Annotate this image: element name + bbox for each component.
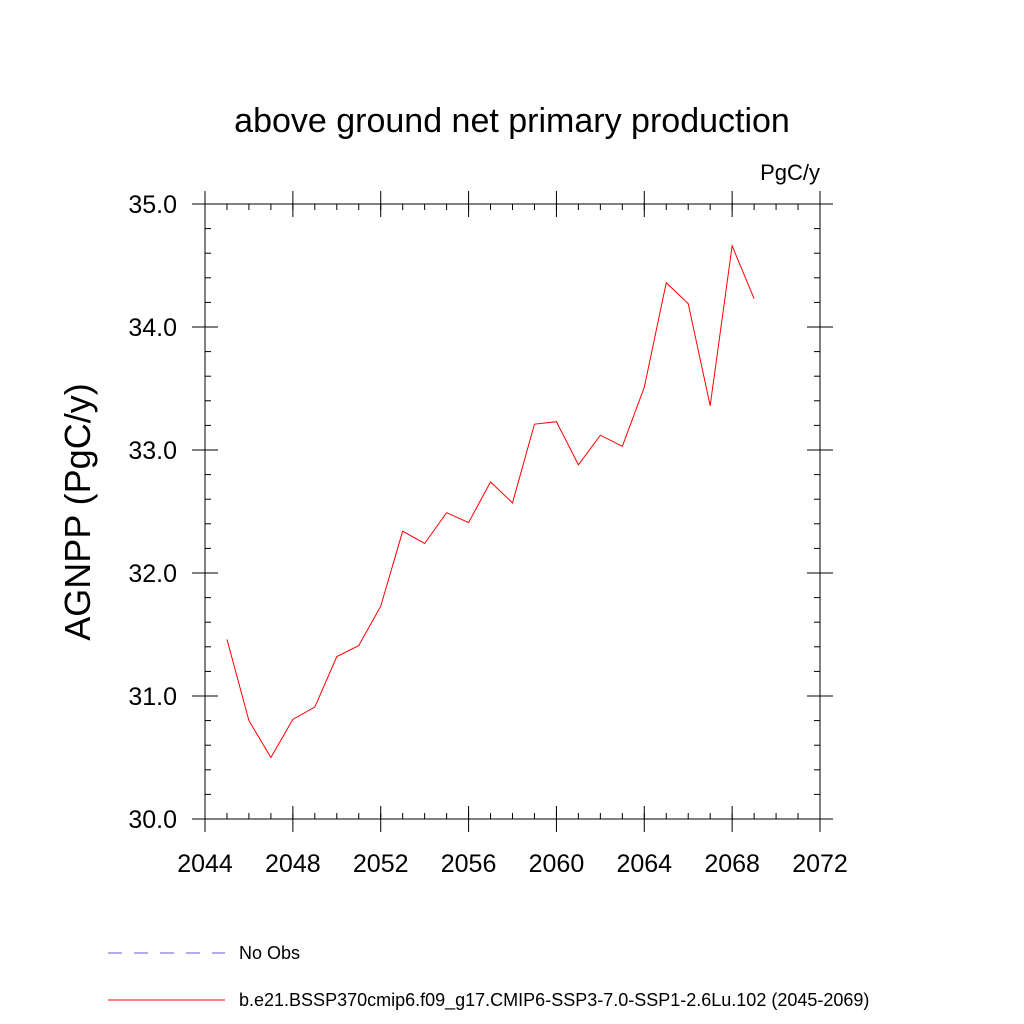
y-tick-labels: 30.0 31.0 32.0 33.0 34.0 35.0 [128,191,177,834]
y-axis-label: AGNPP (PgC/y) [57,383,98,640]
series-layer [226,243,755,759]
y-tick-label: 34.0 [128,314,177,342]
legend-label-no-obs: No Obs [239,943,300,963]
x-tick-label: 2044 [177,850,233,878]
y-tick-label: 31.0 [128,683,177,711]
x-tick-labels: 2044 2048 2052 2056 2060 2064 2068 2072 [177,850,848,878]
y-tick-label: 33.0 [128,437,177,465]
x-tick-label: 2060 [529,850,585,878]
x-tick-label: 2052 [353,850,409,878]
x-tick-label: 2048 [265,850,321,878]
x-tick-label: 2068 [704,850,760,878]
legend-label-model: b.e21.BSSP370cmip6.f09_g17.CMIP6-SSP3-7.… [239,990,869,1011]
y-tick-label: 32.0 [128,560,177,588]
x-tick-label: 2056 [441,850,497,878]
legend: No Obs b.e21.BSSP370cmip6.f09_g17.CMIP6-… [108,943,869,1011]
tick-marks [192,191,833,832]
chart-title: above ground net primary production [234,102,790,140]
y-tick-label: 35.0 [128,191,177,219]
series-line-0 [226,243,755,759]
x-tick-label: 2072 [792,850,848,878]
x-tick-label: 2064 [616,850,672,878]
units-label: PgC/y [760,160,820,185]
y-tick-label: 30.0 [128,806,177,834]
plot-frame [204,203,821,820]
